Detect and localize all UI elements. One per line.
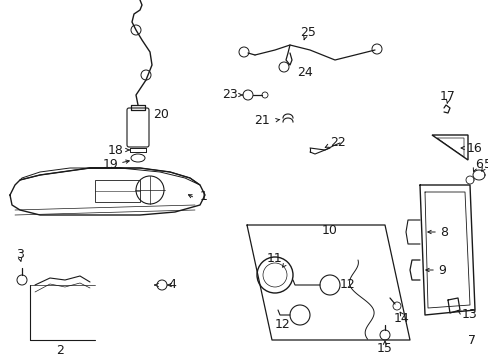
Text: 21: 21 (254, 113, 269, 126)
Text: 6: 6 (474, 158, 482, 171)
Text: 7: 7 (467, 333, 475, 346)
Text: 16: 16 (466, 141, 482, 154)
Text: 11: 11 (266, 252, 282, 265)
Text: 20: 20 (153, 108, 168, 122)
Text: 2: 2 (56, 343, 64, 356)
Text: 25: 25 (300, 27, 315, 40)
Text: 23: 23 (222, 89, 238, 102)
Text: 22: 22 (329, 135, 345, 148)
Text: 10: 10 (322, 224, 337, 237)
Text: 19: 19 (102, 158, 118, 171)
Text: 5: 5 (483, 158, 488, 171)
Text: 8: 8 (439, 225, 447, 238)
Text: 17: 17 (439, 90, 455, 104)
Text: 12: 12 (275, 319, 290, 332)
Text: 18: 18 (108, 144, 124, 157)
Text: 15: 15 (376, 342, 392, 355)
Text: 3: 3 (16, 248, 24, 261)
Text: 14: 14 (393, 311, 409, 324)
Text: 1: 1 (200, 190, 207, 203)
Text: 9: 9 (437, 264, 445, 276)
Text: 4: 4 (168, 279, 176, 292)
Text: 12: 12 (339, 279, 355, 292)
Text: 13: 13 (461, 309, 477, 321)
Text: 24: 24 (297, 67, 312, 80)
